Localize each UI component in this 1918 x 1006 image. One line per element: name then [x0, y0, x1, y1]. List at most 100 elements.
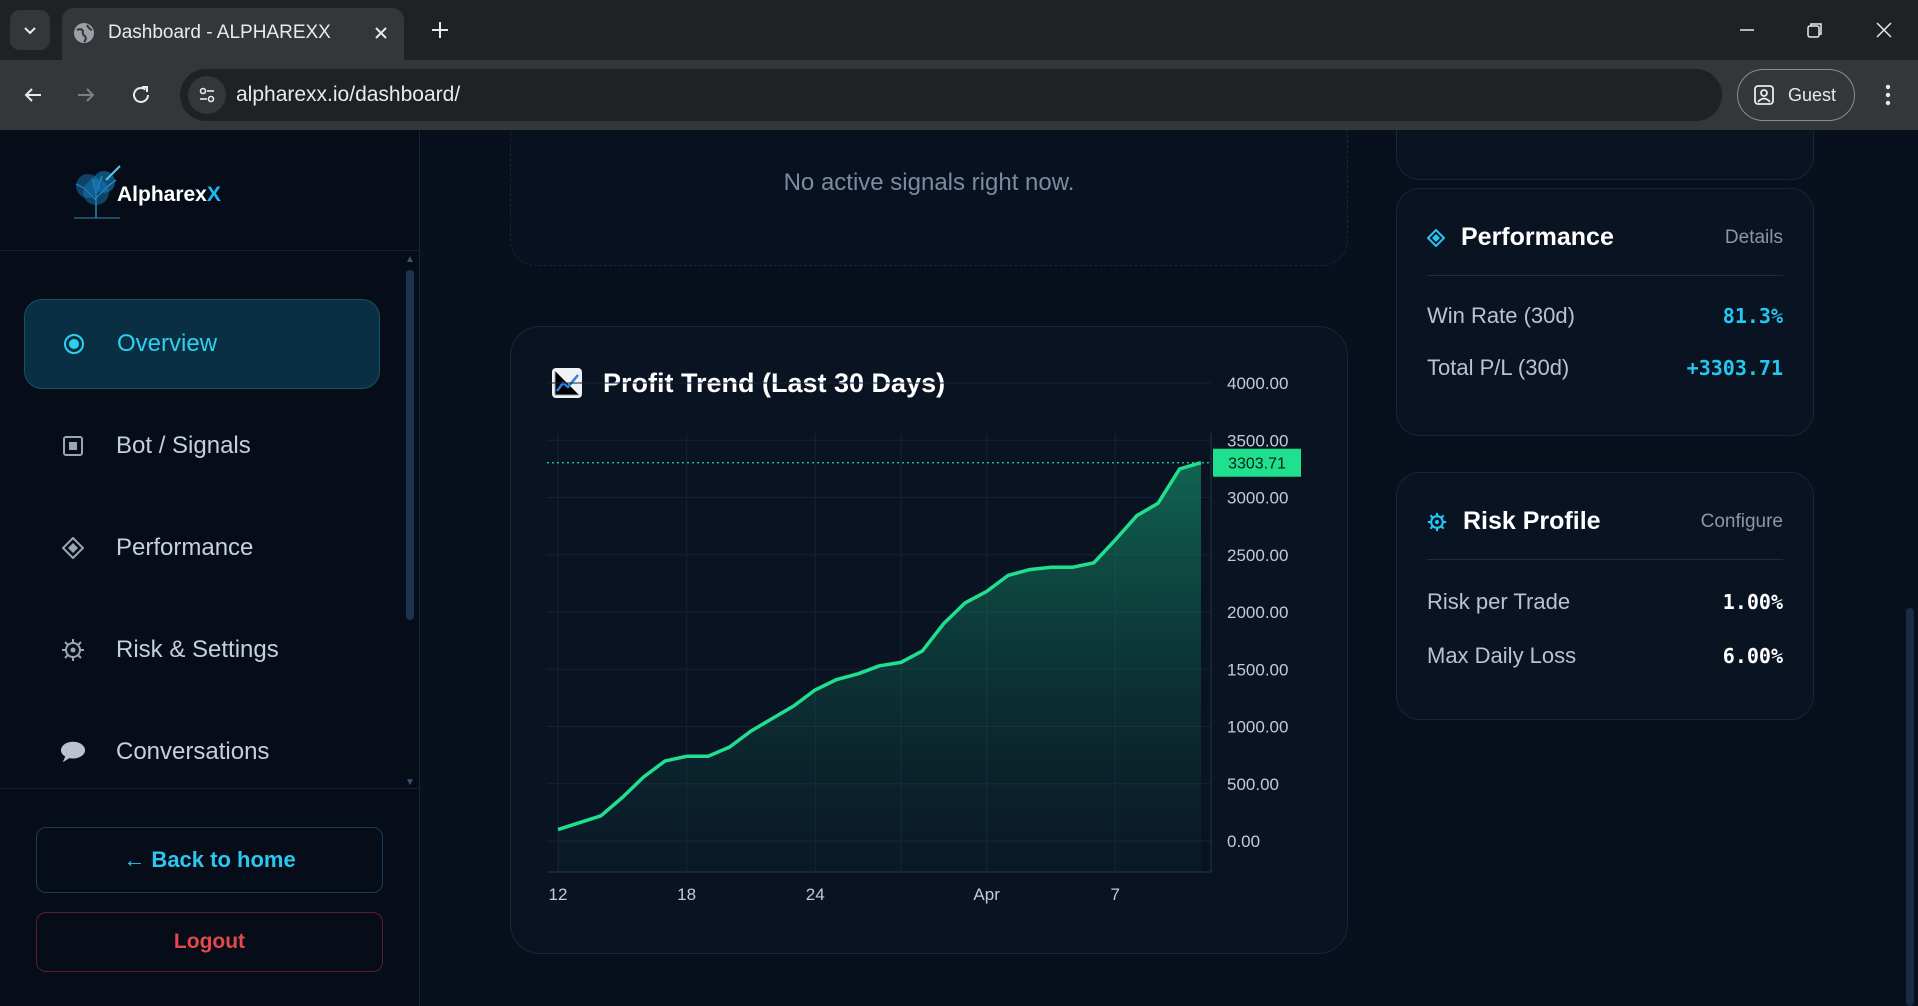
tab-search-button[interactable] — [10, 10, 50, 50]
restore-icon — [1807, 23, 1822, 38]
sidebar-divider — [0, 788, 420, 789]
back-nav-button[interactable] — [13, 75, 53, 115]
profit-line — [557, 461, 1202, 832]
more-vert-icon — [1885, 84, 1891, 106]
sidebar: AlpharexX ▲ ▼ Overview Bot / Signals Per… — [0, 130, 420, 1006]
y-tick-label: 500.00 — [1227, 775, 1279, 794]
performance-details-link[interactable]: Details — [1724, 227, 1783, 248]
window-close-icon — [1876, 22, 1892, 38]
browser-menu-button[interactable] — [1870, 75, 1906, 115]
dashboard-page: AlpharexX ▲ ▼ Overview Bot / Signals Per… — [0, 130, 1918, 1006]
browser-toolbar: alpharexx.io/dashboard/ Guest — [0, 60, 1918, 130]
scroll-down-icon[interactable]: ▼ — [405, 777, 415, 788]
performance-header: Performance — [1427, 223, 1614, 252]
stat-value: 6.00% — [1722, 644, 1783, 668]
y-tick-label: 1000.00 — [1227, 718, 1288, 737]
logo-wordmark[interactable]: AlpharexX — [117, 183, 221, 207]
risk-header: Risk Profile — [1427, 507, 1601, 536]
card-divider — [1427, 559, 1783, 560]
chevron-down-icon — [24, 27, 36, 35]
radio-dot-icon — [61, 331, 87, 357]
summary-card — [1396, 130, 1814, 180]
minimize-button[interactable] — [1727, 10, 1767, 50]
sidebar-item-conversations[interactable]: Conversations — [24, 707, 380, 797]
risk-configure-link[interactable]: Configure — [1700, 511, 1783, 532]
signals-empty-message: No active signals right now. — [783, 169, 1075, 196]
diamond-icon — [60, 535, 86, 561]
reload-icon — [133, 86, 149, 103]
back-to-home-button[interactable]: ← Back to home — [36, 827, 383, 893]
address-bar[interactable]: alpharexx.io/dashboard/ — [180, 69, 1722, 121]
x-tick-label: 24 — [806, 885, 825, 904]
reload-button[interactable] — [121, 75, 161, 115]
sidebar-item-performance[interactable]: Performance — [24, 503, 380, 593]
gear-icon — [1427, 512, 1447, 531]
browser-chrome: Dashboard - ALPHAREXX alpharexx.io/dashb — [0, 0, 1918, 130]
minimize-icon — [1740, 29, 1754, 31]
y-tick-label: 0.00 — [1227, 832, 1260, 851]
y-tick-label: 2000.00 — [1227, 603, 1288, 622]
tab-bar: Dashboard - ALPHAREXX — [0, 0, 1918, 60]
stat-label: Risk per Trade — [1427, 589, 1571, 614]
site-info-button[interactable] — [188, 76, 226, 114]
x-tick-label: 7 — [1111, 885, 1120, 904]
risk-title: Risk Profile — [1463, 507, 1601, 535]
gear-icon — [60, 637, 86, 663]
x-tick-label: 12 — [549, 885, 568, 904]
logo-text: Alpharex — [117, 183, 207, 206]
profit-chart[interactable]: 3303.71 4000.00 3500.00 3000.00 2500.00 2000.… — [511, 327, 1349, 955]
window-close-button[interactable] — [1864, 10, 1904, 50]
profit-trend-card: Profit Trend (Last 30 Days) 3303.71 4000.… — [510, 326, 1348, 954]
stat-label: Win Rate (30d) — [1427, 303, 1575, 328]
sidebar-item-label: Risk & Settings — [116, 636, 279, 663]
url-text[interactable]: alpharexx.io/dashboard/ — [236, 83, 461, 106]
tab-title: Dashboard - ALPHAREXX — [108, 22, 331, 43]
last-value-label: 3303.71 — [1228, 456, 1286, 473]
y-tick-label: 3000.00 — [1227, 489, 1288, 508]
signals-card: No active signals right now. — [510, 130, 1348, 266]
new-tab-icon[interactable] — [424, 14, 456, 46]
page-scrollbar[interactable] — [1906, 608, 1914, 1006]
logo-tree-icon — [74, 165, 121, 219]
total-pl-row: Total P/L (30d) +3303.71 — [1427, 355, 1783, 381]
sidebar-item-label: Bot / Signals — [116, 432, 251, 459]
arrow-left-icon — [24, 88, 41, 102]
scroll-up-icon[interactable]: ▲ — [405, 254, 415, 265]
y-tick-label: 2500.00 — [1227, 546, 1288, 565]
sidebar-item-overview[interactable]: Overview — [24, 299, 380, 389]
tune-icon — [199, 87, 215, 103]
profile-icon — [1754, 85, 1774, 105]
y-tick-label: 3500.00 — [1227, 431, 1288, 450]
browser-tab[interactable]: Dashboard - ALPHAREXX — [62, 8, 404, 60]
sidebar-item-label: Performance — [116, 534, 254, 561]
win-rate-row: Win Rate (30d) 81.3% — [1427, 303, 1783, 329]
y-tick-label: 1500.00 — [1227, 660, 1288, 679]
logout-button[interactable]: Logout — [36, 912, 383, 972]
x-tick-label: Apr — [973, 885, 1000, 904]
restore-button[interactable] — [1795, 10, 1835, 50]
forward-nav-button[interactable] — [66, 75, 106, 115]
last-value-badge — [1213, 448, 1301, 477]
sidebar-item-label: Conversations — [116, 738, 270, 765]
speech-bubble-icon — [60, 739, 86, 765]
stat-value: 1.00% — [1722, 590, 1783, 614]
card-divider — [1427, 275, 1783, 276]
risk-profile-card: Risk Profile Configure Risk per Trade 1.… — [1396, 472, 1814, 720]
logo-accent: X — [206, 183, 221, 206]
sidebar-item-label: Overview — [117, 330, 218, 357]
globe-icon — [74, 23, 94, 43]
x-tick-label: 18 — [677, 885, 696, 904]
diamond-icon — [1427, 228, 1445, 247]
sidebar-item-bot-signals[interactable]: Bot / Signals — [24, 401, 380, 491]
profile-button[interactable]: Guest — [1737, 69, 1855, 121]
arrow-right-icon — [78, 88, 95, 102]
square-stop-icon — [60, 433, 86, 459]
stat-label: Total P/L (30d) — [1427, 355, 1570, 380]
sidebar-scrollbar[interactable] — [406, 270, 414, 620]
performance-card: Performance Details Win Rate (30d) 81.3%… — [1396, 188, 1814, 436]
close-icon[interactable] — [368, 20, 394, 46]
sidebar-item-risk-settings[interactable]: Risk & Settings — [24, 605, 380, 695]
stat-value: 81.3% — [1722, 304, 1783, 328]
stat-label: Max Daily Loss — [1427, 643, 1577, 668]
stat-value: +3303.71 — [1686, 356, 1783, 380]
